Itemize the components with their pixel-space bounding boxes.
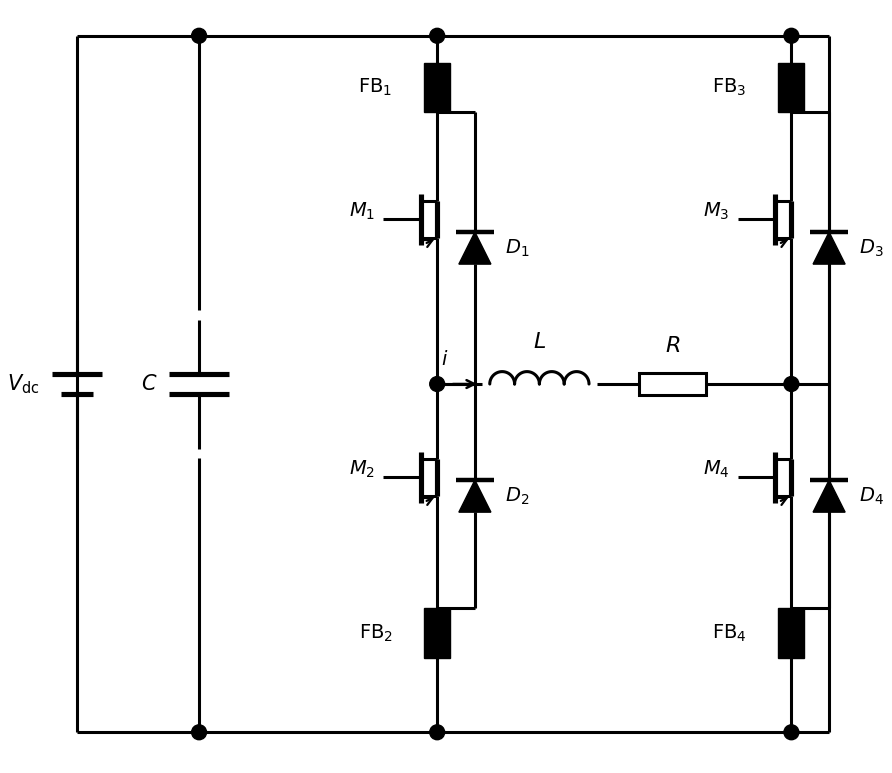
Text: $D_2$: $D_2$ (505, 485, 529, 507)
Bar (425, 63, 450, 112)
Text: $V_{\rm dc}$: $V_{\rm dc}$ (7, 373, 39, 396)
Text: $M_2$: $M_2$ (350, 458, 376, 480)
Bar (425, 608, 450, 658)
Circle shape (784, 29, 799, 43)
Circle shape (784, 725, 799, 740)
Text: $L$: $L$ (533, 332, 546, 352)
Circle shape (192, 29, 207, 43)
Circle shape (430, 725, 444, 740)
Text: $D_3$: $D_3$ (859, 237, 883, 259)
Text: $M_1$: $M_1$ (350, 201, 376, 222)
Bar (639, 373, 706, 395)
Text: $R$: $R$ (665, 336, 680, 356)
Text: $M_3$: $M_3$ (704, 201, 730, 222)
Polygon shape (458, 232, 491, 264)
Text: $i$: $i$ (442, 349, 449, 369)
Text: $D_4$: $D_4$ (859, 485, 884, 507)
Circle shape (784, 376, 799, 391)
Bar (779, 608, 805, 658)
Polygon shape (458, 480, 491, 512)
Text: $\mathrm{FB}_3$: $\mathrm{FB}_3$ (713, 77, 747, 98)
Polygon shape (814, 480, 845, 512)
Text: $C$: $C$ (141, 374, 157, 394)
Text: $\mathrm{FB}_4$: $\mathrm{FB}_4$ (712, 622, 747, 644)
Bar (779, 63, 805, 112)
Circle shape (430, 376, 444, 391)
Text: $D_1$: $D_1$ (505, 237, 529, 259)
Circle shape (430, 29, 444, 43)
Text: $\mathrm{FB}_2$: $\mathrm{FB}_2$ (359, 622, 392, 644)
Circle shape (192, 725, 207, 740)
Text: $\mathrm{FB}_1$: $\mathrm{FB}_1$ (359, 77, 392, 98)
Polygon shape (814, 232, 845, 264)
Text: $M_4$: $M_4$ (703, 458, 730, 480)
